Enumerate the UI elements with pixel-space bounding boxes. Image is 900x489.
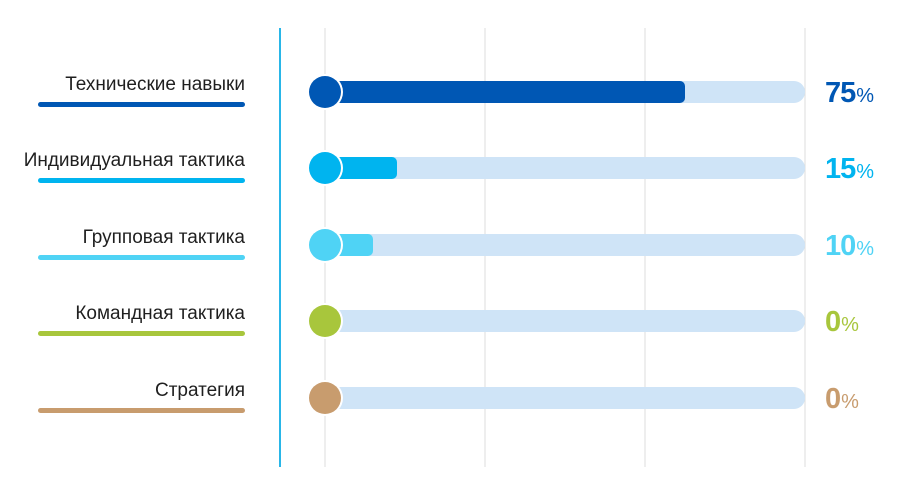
category-underline bbox=[38, 408, 245, 413]
row-4: Стратегия 0% bbox=[38, 380, 859, 416]
value-unit: % bbox=[856, 161, 874, 183]
category-underline bbox=[38, 331, 245, 336]
chart-rows: Технические навыки 75%Индивидуальная такт… bbox=[24, 74, 874, 416]
value-label: 0% bbox=[825, 383, 859, 415]
bar-track bbox=[325, 387, 805, 409]
value-number: 10 bbox=[825, 230, 855, 262]
category-label: Технические навыки bbox=[65, 74, 245, 95]
value-unit: % bbox=[856, 85, 874, 107]
value-number: 15 bbox=[825, 153, 856, 185]
bar-track bbox=[325, 234, 805, 256]
value-number: 75 bbox=[825, 77, 856, 109]
value-label: 0% bbox=[825, 306, 859, 338]
row-1: Индивидуальная тактика 15% bbox=[24, 150, 874, 186]
value-unit: % bbox=[856, 238, 874, 260]
bar-track bbox=[325, 310, 805, 332]
bar-marker bbox=[309, 382, 341, 414]
bar-marker bbox=[309, 76, 341, 108]
value-unit: % bbox=[841, 391, 859, 413]
value-unit: % bbox=[841, 314, 859, 336]
category-underline bbox=[38, 102, 245, 107]
category-label: Групповая тактика bbox=[83, 227, 246, 248]
value-label: 75% bbox=[825, 77, 874, 109]
bar bbox=[325, 81, 685, 103]
category-underline bbox=[38, 255, 245, 260]
value-number: 0 bbox=[825, 383, 840, 415]
bar-marker bbox=[309, 152, 341, 184]
row-2: Групповая тактика 10% bbox=[38, 227, 874, 263]
bar-marker bbox=[309, 305, 341, 337]
row-0: Технические навыки 75% bbox=[38, 74, 874, 110]
category-underline bbox=[38, 178, 245, 183]
value-label: 15% bbox=[825, 153, 874, 185]
bar bbox=[325, 157, 397, 179]
bar-marker bbox=[309, 229, 341, 261]
category-label: Командная тактика bbox=[75, 303, 245, 324]
bar-track bbox=[325, 157, 805, 179]
category-label: Стратегия bbox=[155, 380, 245, 401]
row-3: Командная тактика 0% bbox=[38, 303, 859, 339]
value-label: 10% bbox=[825, 230, 874, 262]
category-label: Индивидуальная тактика bbox=[24, 150, 246, 171]
value-number: 0 bbox=[825, 306, 840, 338]
